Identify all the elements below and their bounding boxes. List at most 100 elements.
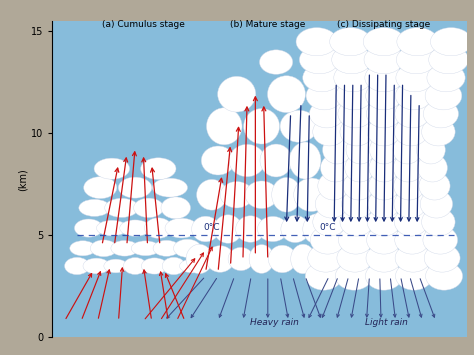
Ellipse shape — [291, 244, 315, 274]
Ellipse shape — [83, 258, 110, 274]
Ellipse shape — [320, 154, 350, 182]
Ellipse shape — [141, 158, 176, 180]
Ellipse shape — [421, 208, 455, 236]
Ellipse shape — [315, 190, 347, 218]
Ellipse shape — [186, 244, 213, 274]
Ellipse shape — [345, 154, 374, 182]
Ellipse shape — [119, 220, 151, 236]
Ellipse shape — [313, 118, 346, 146]
Ellipse shape — [207, 108, 242, 145]
Ellipse shape — [91, 240, 117, 257]
Ellipse shape — [303, 64, 341, 92]
Text: (b) Mature stage: (b) Mature stage — [230, 21, 306, 29]
Ellipse shape — [430, 28, 472, 56]
Ellipse shape — [395, 244, 431, 272]
Y-axis label: (km): (km) — [18, 168, 28, 191]
Ellipse shape — [118, 177, 152, 198]
Ellipse shape — [369, 154, 399, 182]
Ellipse shape — [336, 82, 373, 110]
Ellipse shape — [300, 46, 339, 74]
Ellipse shape — [395, 226, 429, 254]
Ellipse shape — [214, 215, 242, 243]
Ellipse shape — [268, 245, 296, 273]
Ellipse shape — [427, 64, 465, 92]
Ellipse shape — [420, 190, 453, 218]
Ellipse shape — [310, 226, 345, 254]
Ellipse shape — [424, 244, 460, 272]
Ellipse shape — [416, 136, 445, 164]
Ellipse shape — [64, 257, 90, 275]
Ellipse shape — [161, 197, 191, 219]
Ellipse shape — [305, 262, 342, 290]
Ellipse shape — [343, 172, 374, 200]
Ellipse shape — [280, 110, 318, 142]
Ellipse shape — [365, 64, 403, 92]
Ellipse shape — [367, 118, 401, 146]
Ellipse shape — [366, 244, 402, 272]
Ellipse shape — [338, 226, 373, 254]
Ellipse shape — [346, 136, 375, 164]
Ellipse shape — [364, 46, 404, 74]
Ellipse shape — [309, 247, 338, 271]
Ellipse shape — [289, 142, 321, 179]
Text: 0°C: 0°C — [319, 223, 336, 232]
Ellipse shape — [394, 208, 428, 236]
Ellipse shape — [141, 258, 167, 274]
Ellipse shape — [329, 28, 371, 56]
Ellipse shape — [94, 158, 130, 179]
Ellipse shape — [366, 226, 401, 254]
Ellipse shape — [180, 259, 207, 273]
Ellipse shape — [393, 154, 423, 182]
Ellipse shape — [310, 100, 345, 128]
Ellipse shape — [366, 100, 401, 128]
Ellipse shape — [218, 76, 256, 112]
Ellipse shape — [396, 46, 436, 74]
Ellipse shape — [365, 82, 402, 110]
Ellipse shape — [97, 220, 127, 236]
Ellipse shape — [365, 262, 402, 290]
Ellipse shape — [153, 240, 180, 256]
Ellipse shape — [206, 246, 235, 272]
Ellipse shape — [367, 208, 401, 236]
Ellipse shape — [323, 136, 352, 164]
Ellipse shape — [340, 208, 374, 236]
Text: (c) Dissipating stage: (c) Dissipating stage — [337, 21, 430, 29]
Ellipse shape — [397, 28, 438, 56]
Ellipse shape — [74, 219, 103, 237]
Ellipse shape — [105, 198, 138, 217]
Text: Light rain: Light rain — [365, 318, 408, 327]
Ellipse shape — [70, 241, 96, 256]
Ellipse shape — [425, 82, 462, 110]
Ellipse shape — [260, 144, 292, 177]
Ellipse shape — [296, 28, 337, 56]
Ellipse shape — [368, 172, 400, 200]
Ellipse shape — [332, 46, 372, 74]
Ellipse shape — [111, 240, 138, 256]
Ellipse shape — [84, 177, 117, 198]
Ellipse shape — [228, 247, 254, 271]
Ellipse shape — [394, 190, 426, 218]
Ellipse shape — [104, 259, 128, 273]
Ellipse shape — [393, 136, 422, 164]
Ellipse shape — [394, 118, 428, 146]
Ellipse shape — [134, 198, 164, 218]
Ellipse shape — [162, 257, 185, 275]
Ellipse shape — [395, 82, 432, 110]
Ellipse shape — [342, 190, 374, 218]
Ellipse shape — [421, 118, 455, 146]
Ellipse shape — [165, 218, 198, 238]
Ellipse shape — [249, 245, 274, 273]
Ellipse shape — [272, 178, 301, 212]
Ellipse shape — [423, 100, 458, 128]
Ellipse shape — [229, 144, 265, 177]
Ellipse shape — [173, 239, 201, 257]
Ellipse shape — [340, 118, 374, 146]
Ellipse shape — [244, 109, 280, 144]
Ellipse shape — [257, 217, 288, 242]
Ellipse shape — [318, 172, 349, 200]
Ellipse shape — [303, 214, 332, 244]
Ellipse shape — [145, 218, 172, 238]
Ellipse shape — [260, 50, 292, 74]
Ellipse shape — [393, 172, 425, 200]
Ellipse shape — [418, 154, 447, 182]
